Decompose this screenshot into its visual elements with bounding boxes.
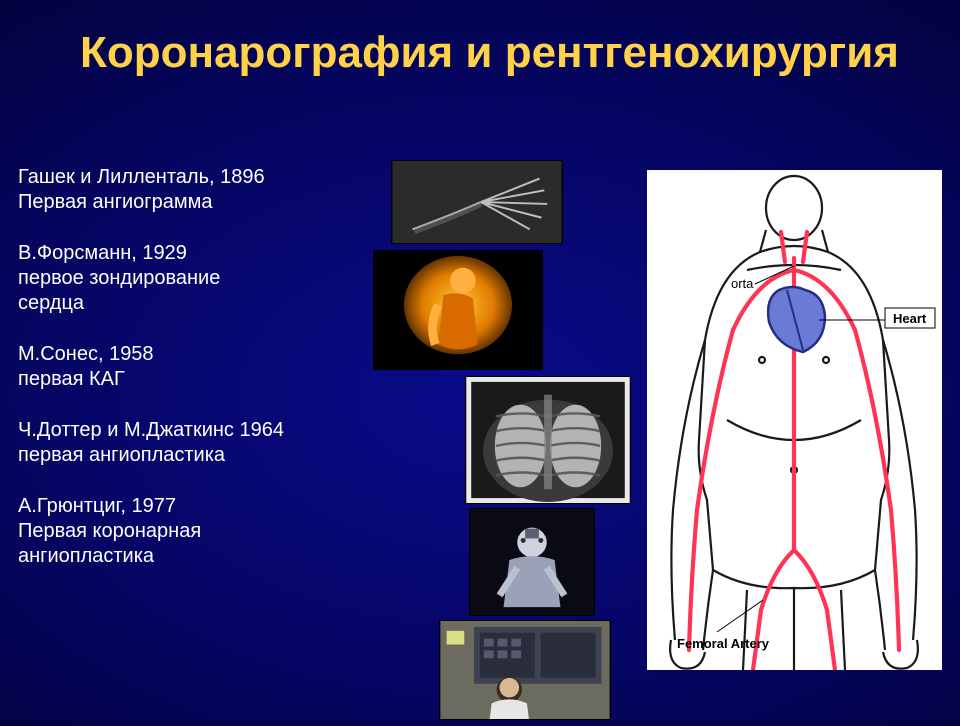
content-area: Гашек и Лилленталь, 1896 Первая ангиогра… — [18, 160, 942, 702]
photo-column — [353, 160, 643, 726]
title-line-1: Коронарография и — [80, 28, 492, 77]
label-femoral: Femoral Artery — [677, 636, 770, 651]
entry-line: ангиопластика — [18, 544, 338, 569]
entry-line: Первая ангиограмма — [18, 190, 338, 215]
entry-line: первая ангиопластика — [18, 443, 338, 468]
photo-chest-xray — [465, 376, 631, 504]
entry-line: В.Форсманн, 1929 — [18, 241, 338, 266]
entry-line: первое зондирование — [18, 266, 338, 291]
entry-line: первая КАГ — [18, 367, 338, 392]
entry-line: А.Грюнтциг, 1977 — [18, 494, 338, 519]
anatomy-diagram: orta Heart Femoral Artery — [647, 170, 942, 670]
title-line-2: рентгенохирургия — [505, 28, 899, 77]
entry-2: В.Форсманн, 1929 первое зондирование сер… — [18, 241, 338, 316]
photo-forssmann — [373, 250, 543, 370]
timeline-text: Гашек и Лилленталь, 1896 Первая ангиогра… — [18, 165, 338, 595]
entry-5: А.Грюнтциг, 1977 Первая коронарная ангио… — [18, 494, 338, 569]
entry-line: сердца — [18, 291, 338, 316]
photo-dotter — [469, 508, 595, 616]
entry-1: Гашек и Лилленталь, 1896 Первая ангиогра… — [18, 165, 338, 215]
entry-line: Первая коронарная — [18, 519, 338, 544]
photo-angiogram-hand — [391, 160, 563, 244]
slide-title: Коронарография и рентгенохирургия — [0, 0, 960, 77]
label-aorta: orta — [731, 276, 754, 291]
entry-line: Гашек и Лилленталь, 1896 — [18, 165, 338, 190]
entry-4: Ч.Доттер и М.Джаткинс 1964 первая ангиоп… — [18, 418, 338, 468]
photo-gruentzig — [439, 620, 611, 720]
entry-3: М.Сонес, 1958 первая КАГ — [18, 342, 338, 392]
entry-line: М.Сонес, 1958 — [18, 342, 338, 367]
label-heart: Heart — [893, 311, 927, 326]
entry-line: Ч.Доттер и М.Джаткинс 1964 — [18, 418, 338, 443]
